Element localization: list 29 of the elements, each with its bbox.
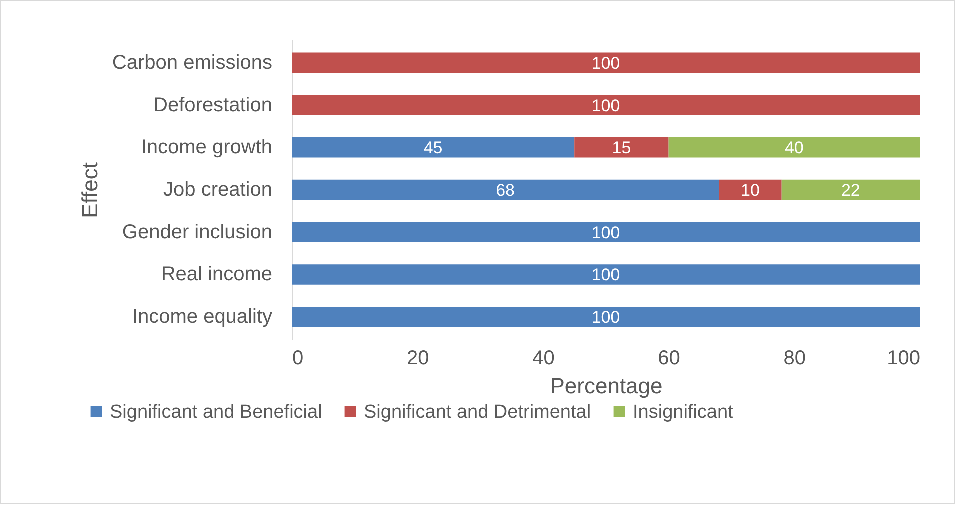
data-label: 100 <box>592 266 620 285</box>
y-tick-label: Real income <box>161 264 272 286</box>
y-tick-label: Job creation <box>164 179 272 201</box>
legend-label: Insignificant <box>633 402 734 423</box>
x-axis-title: Percentage <box>550 374 663 398</box>
x-tick-label: 100 <box>887 348 920 370</box>
y-axis-title: Effect <box>77 162 102 218</box>
x-tick-label: 60 <box>658 348 680 370</box>
legend-label: Significant and Beneficial <box>110 402 322 423</box>
legend-label: Significant and Detrimental <box>364 402 592 423</box>
y-tick-label: Gender inclusion <box>122 221 272 244</box>
data-label: 15 <box>612 138 632 158</box>
y-tick-label: Carbon emissions <box>112 52 272 74</box>
data-label: 100 <box>592 308 620 328</box>
data-label: 100 <box>592 223 620 242</box>
data-label: 45 <box>424 138 443 158</box>
x-tick-label: 20 <box>406 348 430 370</box>
y-tick-label: Deforestation <box>154 94 272 116</box>
data-label: 10 <box>740 181 760 200</box>
y-tick-label: Income equality <box>132 306 272 328</box>
data-label: 40 <box>784 138 804 158</box>
y-tick-label: Income growth <box>141 136 272 159</box>
data-label: 100 <box>592 96 620 116</box>
data-label: 22 <box>841 181 860 200</box>
data-label: 68 <box>496 181 515 200</box>
x-tick-label: 80 <box>784 348 806 370</box>
data-label: 100 <box>592 54 620 73</box>
x-tick-label: 0 <box>292 348 304 370</box>
x-tick-label: 40 <box>532 348 555 370</box>
